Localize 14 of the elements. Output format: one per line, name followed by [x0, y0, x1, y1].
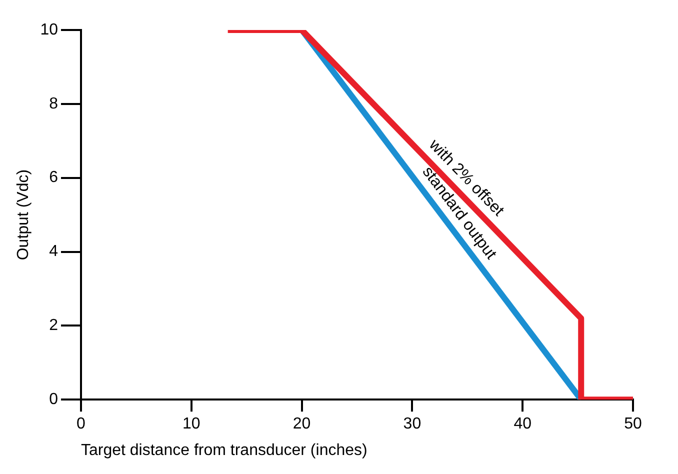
x-tick-label: 40: [514, 416, 532, 433]
x-axis-title: Target distance from transducer (inches): [80, 442, 368, 459]
x-tick-label: 50: [624, 416, 642, 433]
y-tick-label: 0: [49, 391, 58, 408]
x-tick-label: 10: [182, 416, 200, 433]
x-tick-label: 0: [76, 416, 86, 433]
x-tick-label: 20: [292, 416, 311, 433]
y-tick-label: 10: [40, 21, 58, 38]
x-tick-label: 30: [403, 416, 422, 433]
y-tick-label: 8: [49, 95, 58, 112]
y-tick-label: 6: [49, 169, 58, 186]
y-axis-title: Output (Vdc): [15, 169, 32, 260]
y-tick-label: 4: [49, 243, 58, 260]
y-tick-label: 2: [49, 317, 58, 334]
